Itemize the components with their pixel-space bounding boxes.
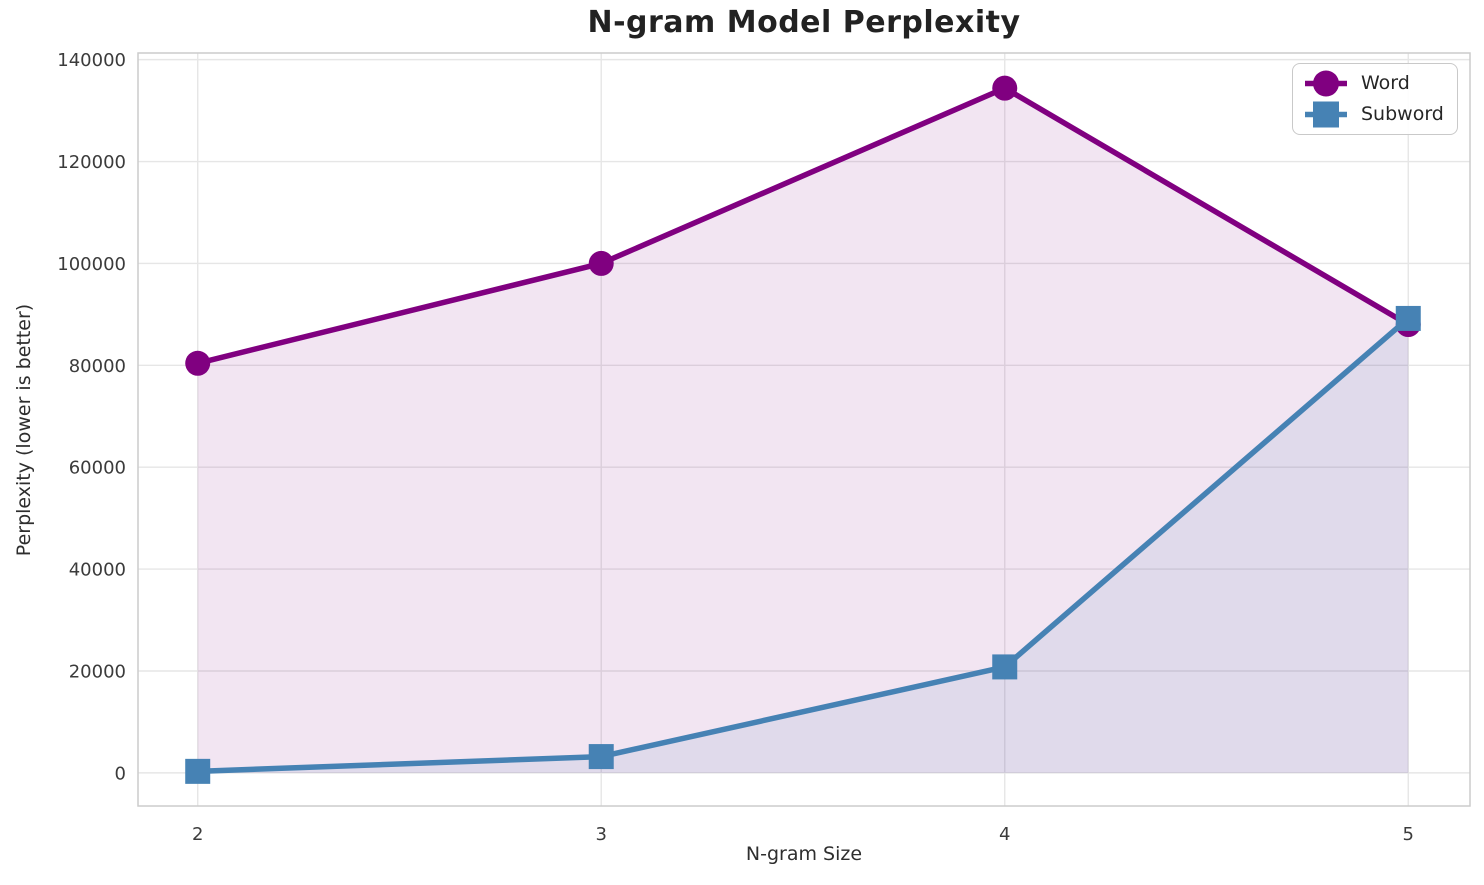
x-axis-label: N-gram Size bbox=[745, 843, 863, 865]
marker-subword-2 bbox=[185, 758, 211, 784]
line-subword bbox=[194, 315, 1412, 775]
legend-item-subword: Subword bbox=[1303, 100, 1447, 129]
legend-square-marker-icon bbox=[1305, 101, 1347, 128]
legend-circle-marker-icon bbox=[1305, 70, 1347, 97]
x-tick-label: 2 bbox=[192, 824, 203, 845]
y-axis-label: Perplexity (lower is better) bbox=[13, 303, 35, 557]
y-tick-label: 40000 bbox=[69, 560, 126, 581]
line-word bbox=[194, 85, 1412, 367]
marker-word-4 bbox=[992, 75, 1018, 101]
plot-frame bbox=[137, 52, 1471, 807]
y-tick-label: 80000 bbox=[69, 356, 126, 377]
y-tick-label: 60000 bbox=[69, 458, 126, 479]
legend-item-word: Word bbox=[1303, 69, 1447, 98]
area-fill-word bbox=[197, 88, 1409, 773]
legend-label: Word bbox=[1361, 72, 1410, 94]
legend: Word Subword bbox=[1292, 63, 1458, 135]
x-tick-label: 3 bbox=[596, 824, 607, 845]
marker-word-2 bbox=[185, 350, 211, 376]
y-tick-label: 140000 bbox=[57, 50, 126, 71]
x-tick-label: 5 bbox=[1403, 824, 1414, 845]
y-tick-label: 20000 bbox=[69, 661, 126, 682]
legend-label: Subword bbox=[1361, 103, 1444, 125]
y-tick-label: 120000 bbox=[57, 152, 126, 173]
y-tick-label: 0 bbox=[115, 763, 126, 784]
marker-subword-5 bbox=[1395, 305, 1421, 331]
marker-subword-3 bbox=[588, 744, 614, 770]
x-tick-label: 4 bbox=[999, 824, 1010, 845]
marker-word-3 bbox=[588, 250, 614, 276]
area-fill-subword bbox=[197, 318, 1409, 773]
chart-title: N-gram Model Perplexity bbox=[587, 5, 1021, 40]
marker-subword-4 bbox=[992, 654, 1018, 680]
y-tick-label: 100000 bbox=[57, 254, 126, 275]
